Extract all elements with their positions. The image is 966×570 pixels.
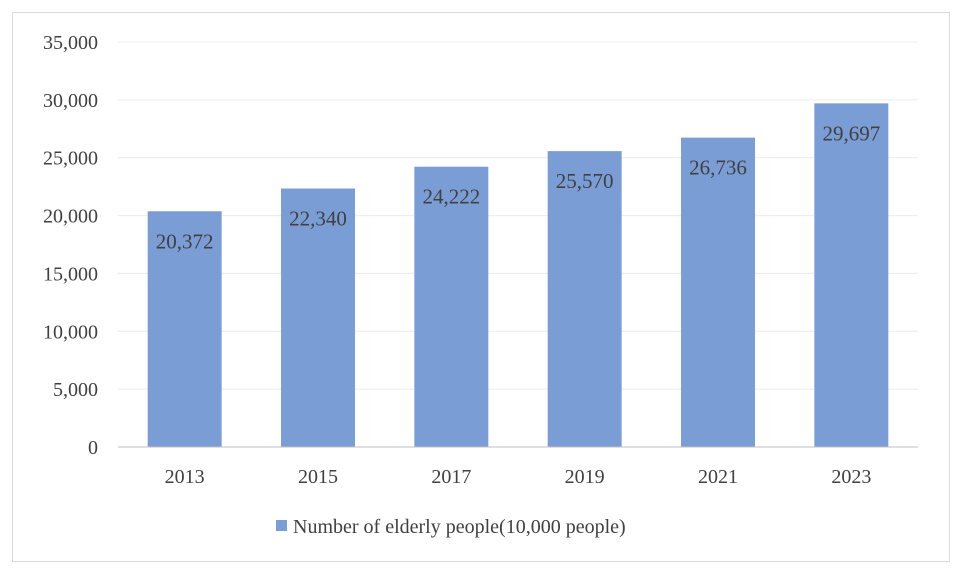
x-tick-label: 2017 — [431, 466, 471, 488]
bar — [681, 137, 755, 447]
y-axis-tick-labels: 0 5,000 10,000 15,000 20,000 25,000 30,000 35,0… — [43, 32, 98, 459]
y-tick-label: 0 — [88, 437, 98, 459]
y-tick-label: 30,000 — [43, 90, 98, 112]
data-label: 26,736 — [689, 156, 747, 180]
x-tick-label: 2013 — [165, 466, 205, 488]
bar — [814, 103, 889, 448]
y-tick-label: 25,000 — [43, 148, 98, 170]
y-tick-label: 5,000 — [53, 379, 98, 401]
legend-label: Number of elderly people(10,000 people) — [293, 516, 626, 538]
data-label: 22,340 — [289, 206, 347, 230]
bars — [147, 103, 889, 448]
legend-swatch — [276, 520, 287, 531]
bar — [147, 211, 222, 447]
bar — [414, 166, 489, 447]
bar — [547, 151, 622, 447]
data-label: 20,372 — [156, 229, 214, 253]
y-tick-label: 35,000 — [43, 32, 98, 54]
x-tick-label: 2021 — [698, 466, 738, 488]
legend: Number of elderly people(10,000 people) — [276, 516, 626, 538]
bar — [281, 188, 355, 447]
data-label: 24,222 — [422, 185, 480, 209]
x-axis-tick-labels: 2013 2015 2017 2019 2021 2023 — [165, 466, 872, 488]
x-tick-label: 2023 — [831, 466, 871, 488]
data-label: 25,570 — [556, 169, 614, 193]
data-labels: 20,372 22,340 24,222 25,570 26,736 29,697 — [156, 121, 880, 253]
gridlines — [118, 41, 918, 390]
y-tick-label: 15,000 — [43, 263, 98, 285]
x-tick-label: 2015 — [298, 466, 338, 488]
y-tick-label: 20,000 — [43, 206, 98, 228]
y-tick-label: 10,000 — [43, 321, 98, 343]
x-tick-label: 2019 — [565, 466, 605, 488]
data-label: 29,697 — [822, 121, 880, 145]
